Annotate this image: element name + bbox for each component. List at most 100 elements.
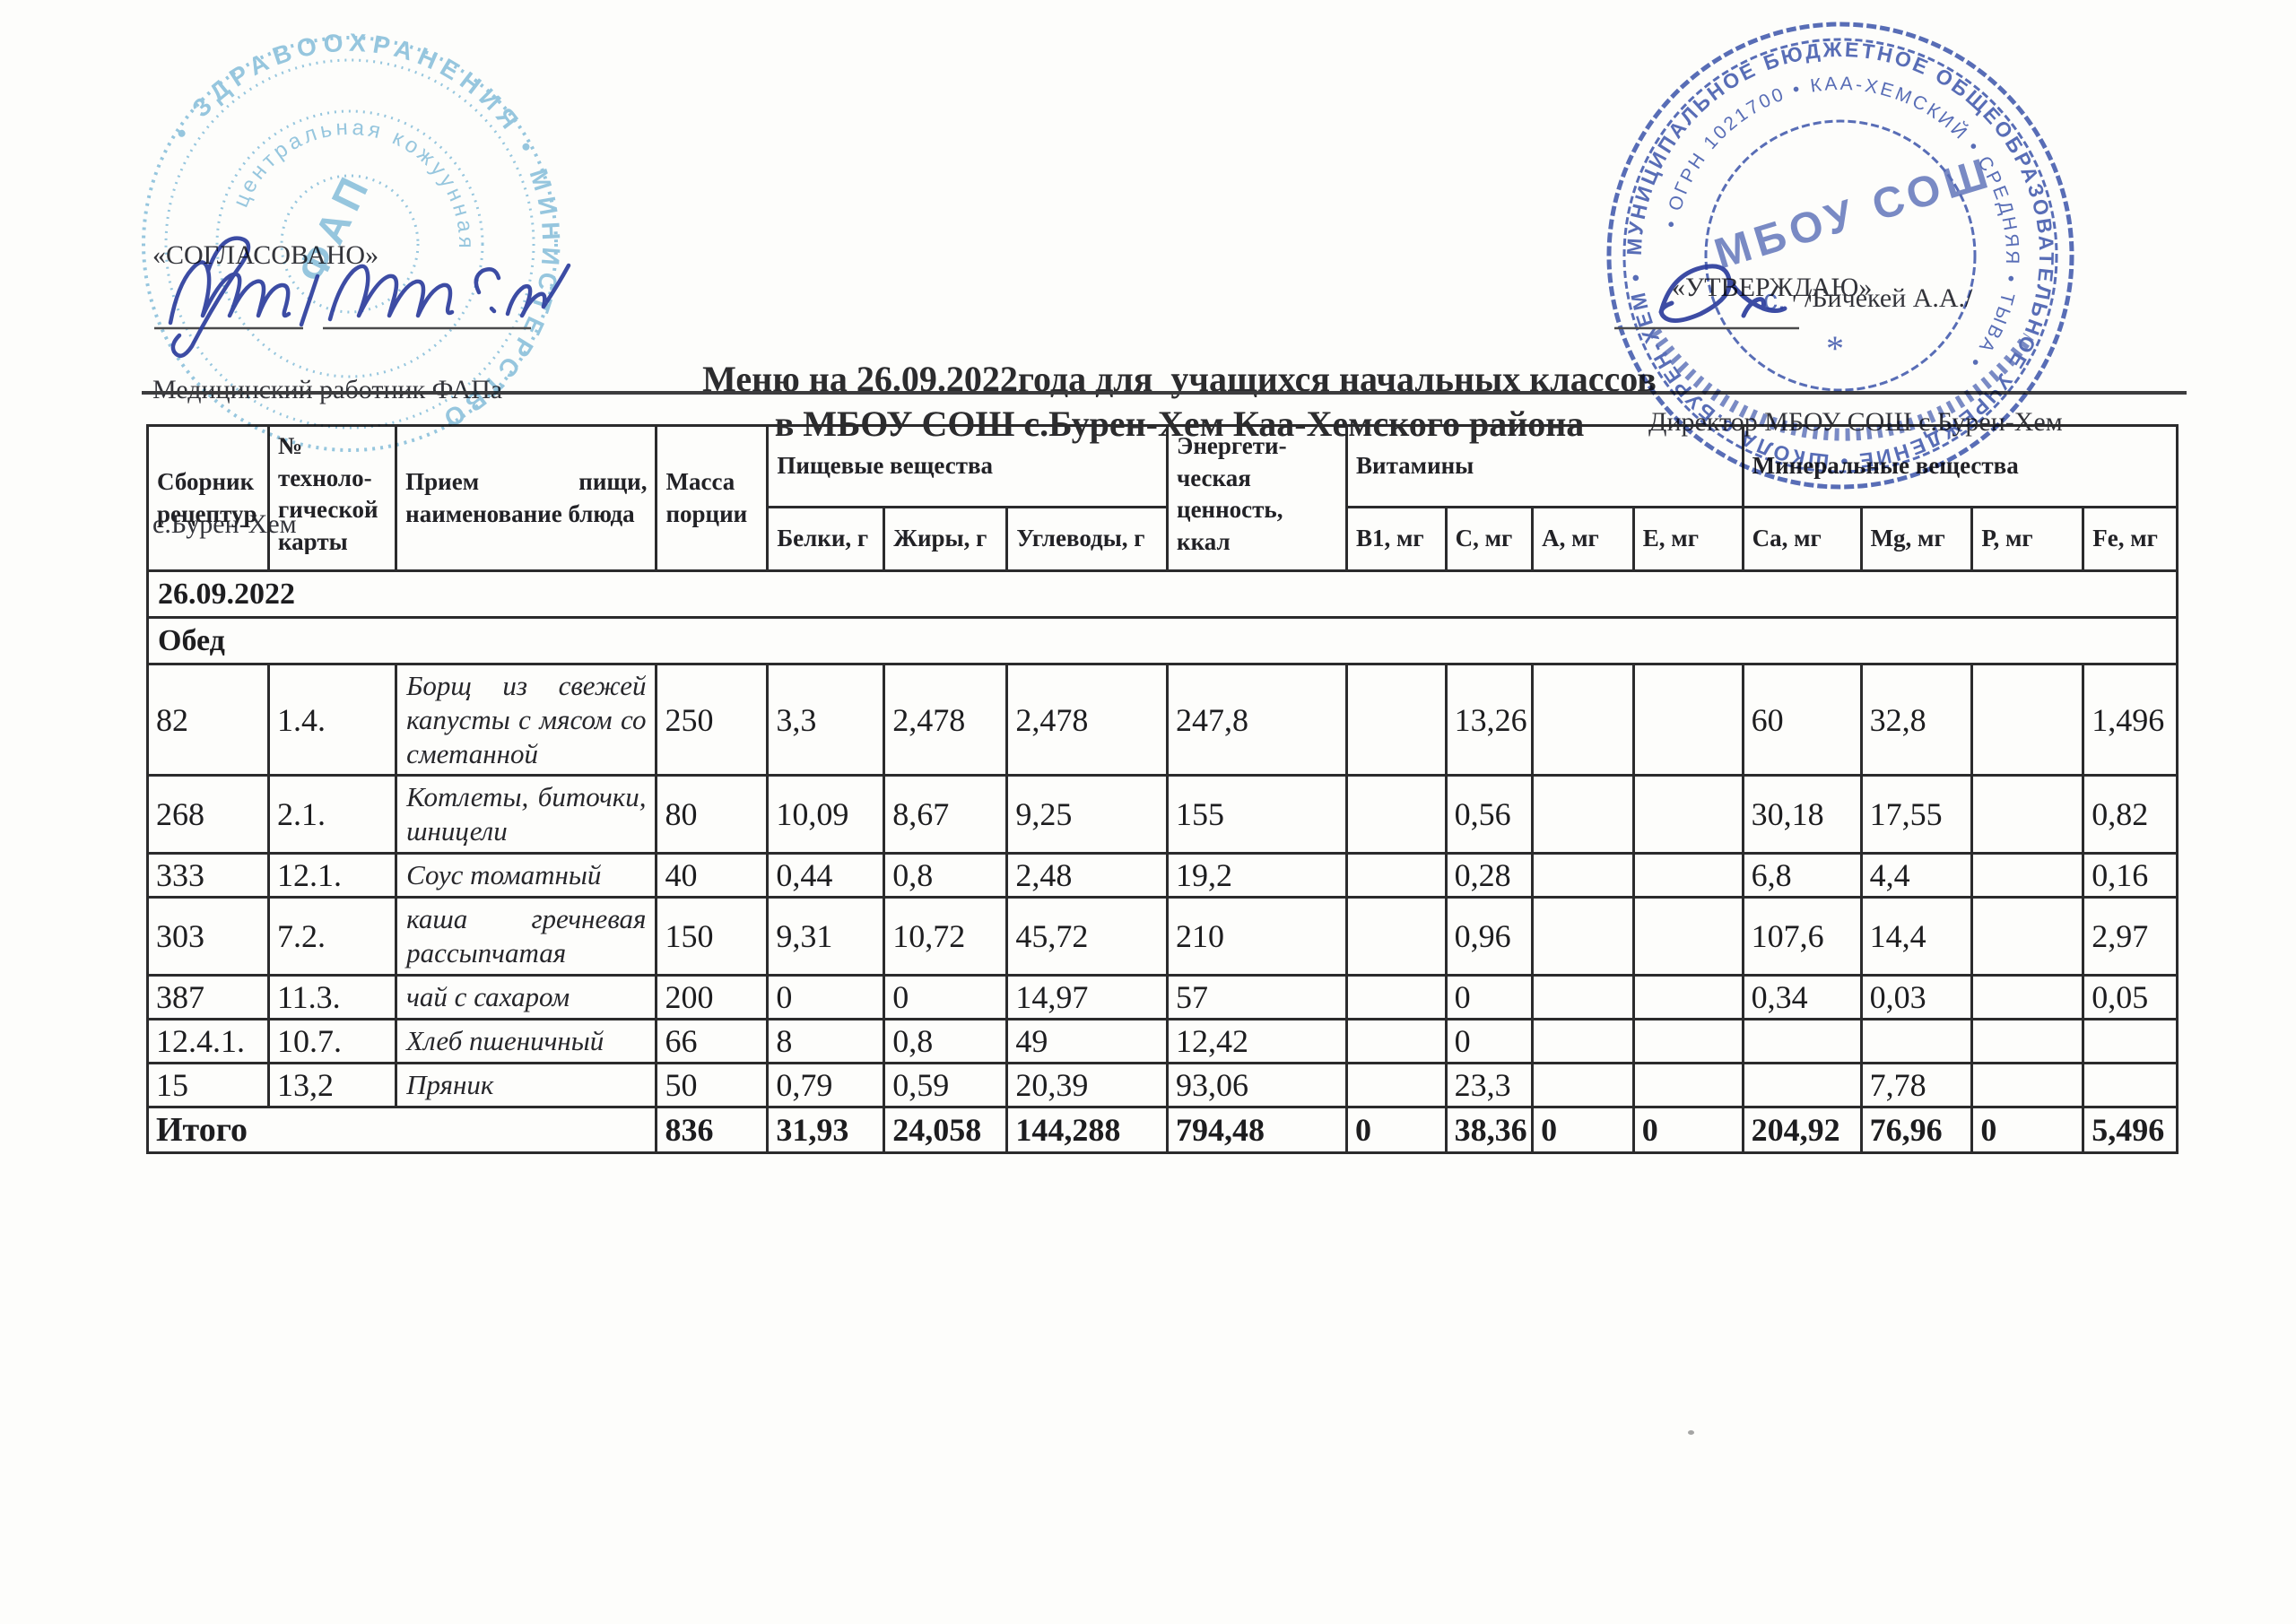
cell-b1	[1345, 1017, 1448, 1064]
cell-a: 0	[1531, 1105, 1635, 1154]
cell-fe: 5,496	[2082, 1105, 2179, 1154]
cell-fat: 10,72	[883, 896, 1009, 977]
cell-fat: 0,59	[883, 1061, 1009, 1108]
cell-recipe: 303	[145, 896, 271, 977]
cell-p	[1970, 973, 2085, 1020]
cell-b1	[1345, 896, 1448, 977]
approval-left-quote: «СОГЛАСОВАНО»	[152, 240, 379, 270]
cell-fe: 0,16	[2082, 852, 2179, 899]
cell-a	[1531, 973, 1635, 1020]
cell-a	[1531, 1017, 1635, 1064]
cell-ca: 60	[1741, 662, 1863, 777]
header-recipe-book: Сборник рецептур	[145, 424, 271, 572]
cell-fe: 0,82	[2082, 774, 2179, 855]
cell-e	[1631, 852, 1744, 899]
header-carbs: Углеводы, г	[1005, 506, 1170, 572]
section-label: 26.09.2022	[146, 569, 2179, 619]
cell-fat: 0	[883, 973, 1009, 1020]
cell-fe: 1,496	[2082, 662, 2179, 777]
cell-dish: чай с сахаром	[395, 973, 658, 1020]
cell-card: 13,2	[267, 1061, 398, 1108]
header-minerals-group: Минеральные вещества	[1741, 424, 2179, 508]
cell-mass: 50	[655, 1061, 770, 1108]
cell-fe	[2082, 1017, 2179, 1064]
cell-mg: 32,8	[1859, 662, 1974, 777]
cell-a	[1531, 1061, 1635, 1108]
cell-energy: 12,42	[1166, 1017, 1349, 1064]
cell-carbs: 49	[1005, 1017, 1170, 1064]
cell-p	[1970, 662, 2085, 777]
cell-b1	[1345, 973, 1448, 1020]
cell-mass: 66	[655, 1017, 770, 1064]
section-row: Обед	[146, 616, 2179, 665]
cell-recipe: 333	[145, 852, 271, 899]
scan-speck	[1688, 1430, 1694, 1435]
cell-dish: Борщ из свежей капусты с мясом со сметан…	[395, 662, 658, 777]
cell-mg: 17,55	[1859, 774, 1974, 855]
cell-fe: 0,05	[2082, 973, 2179, 1020]
cell-e	[1631, 662, 1744, 777]
cell-carbs: 14,97	[1005, 973, 1170, 1020]
cell-carbs: 20,39	[1005, 1061, 1170, 1108]
total-label: Итого	[145, 1105, 658, 1154]
cell-mass: 836	[655, 1105, 770, 1154]
menu-table: Сборник рецептур № техноло- гической кар…	[145, 424, 2179, 1154]
cell-c: 0,56	[1444, 774, 1535, 855]
cell-fat: 0,8	[883, 852, 1009, 899]
dish-row: 15 13,2 Пряник 50 0,79 0,59 20,39 93,06 23,3 7,78	[145, 1061, 2179, 1108]
header-ca: Са, мг	[1741, 506, 1863, 572]
cell-recipe: 15	[145, 1061, 271, 1108]
cell-fat: 2,478	[883, 662, 1009, 777]
cell-e	[1631, 896, 1744, 977]
section-row: 26.09.2022	[146, 569, 2179, 619]
cell-fe: 2,97	[2082, 896, 2179, 977]
cell-c: 13,26	[1444, 662, 1535, 777]
cell-ca: 30,18	[1741, 774, 1863, 855]
cell-energy: 155	[1166, 774, 1349, 855]
cell-protein: 9,31	[766, 896, 886, 977]
dish-row: 12.4.1. 10.7. Хлеб пшеничный 66 8 0,8 49 12,42 0	[145, 1017, 2179, 1064]
cell-p	[1970, 1017, 2085, 1064]
header-e: Е, мг	[1631, 506, 1744, 572]
cell-fat: 8,67	[883, 774, 1009, 855]
cell-energy: 57	[1166, 973, 1349, 1020]
cell-fat: 24,058	[883, 1105, 1009, 1154]
cell-carbs: 2,478	[1005, 662, 1170, 777]
cell-protein: 8	[766, 1017, 886, 1064]
cell-fat: 0,8	[883, 1017, 1009, 1064]
header-c: С, мг	[1444, 506, 1535, 572]
header-a: А, мг	[1531, 506, 1635, 572]
header-mg: Mg, мг	[1859, 506, 1974, 572]
cell-fe	[2082, 1061, 2179, 1108]
cell-card: 11.3.	[267, 973, 398, 1020]
cell-dish: Соус томатный	[395, 852, 658, 899]
cell-ca: 107,6	[1741, 896, 1863, 977]
cell-recipe: 387	[145, 973, 271, 1020]
approval-right-name: /Бичекей А.А./	[1805, 283, 1973, 313]
cell-dish: каша гречневая рассыпчатая	[395, 896, 658, 977]
cell-c: 0	[1444, 1017, 1535, 1064]
header-vitamins-group: Витамины	[1345, 424, 1744, 508]
cell-mg: 14,4	[1859, 896, 1974, 977]
header-energy: Энергети- ческая ценность, ккал	[1166, 424, 1349, 572]
cell-e	[1631, 1017, 1744, 1064]
header-tech-card: № техноло- гической карты	[267, 424, 398, 572]
cell-p	[1970, 896, 2085, 977]
cell-e: 0	[1631, 1105, 1744, 1154]
header-b1: В1, мг	[1345, 506, 1448, 572]
cell-b1	[1345, 662, 1448, 777]
cell-recipe: 268	[145, 774, 271, 855]
cell-e	[1631, 1061, 1744, 1108]
dish-row: 387 11.3. чай с сахаром 200 0 0 14,97 57 0 0,34 0,…	[145, 973, 2179, 1020]
cell-energy: 210	[1166, 896, 1349, 977]
cell-a	[1531, 852, 1635, 899]
cell-energy: 93,06	[1166, 1061, 1349, 1108]
cell-a	[1531, 896, 1635, 977]
section-label: Обед	[146, 616, 2179, 665]
header-fat: Жиры, г	[883, 506, 1009, 572]
cell-recipe: 82	[145, 662, 271, 777]
cell-b1	[1345, 852, 1448, 899]
cell-protein: 0,79	[766, 1061, 886, 1108]
cell-dish: Хлеб пшеничный	[395, 1017, 658, 1064]
